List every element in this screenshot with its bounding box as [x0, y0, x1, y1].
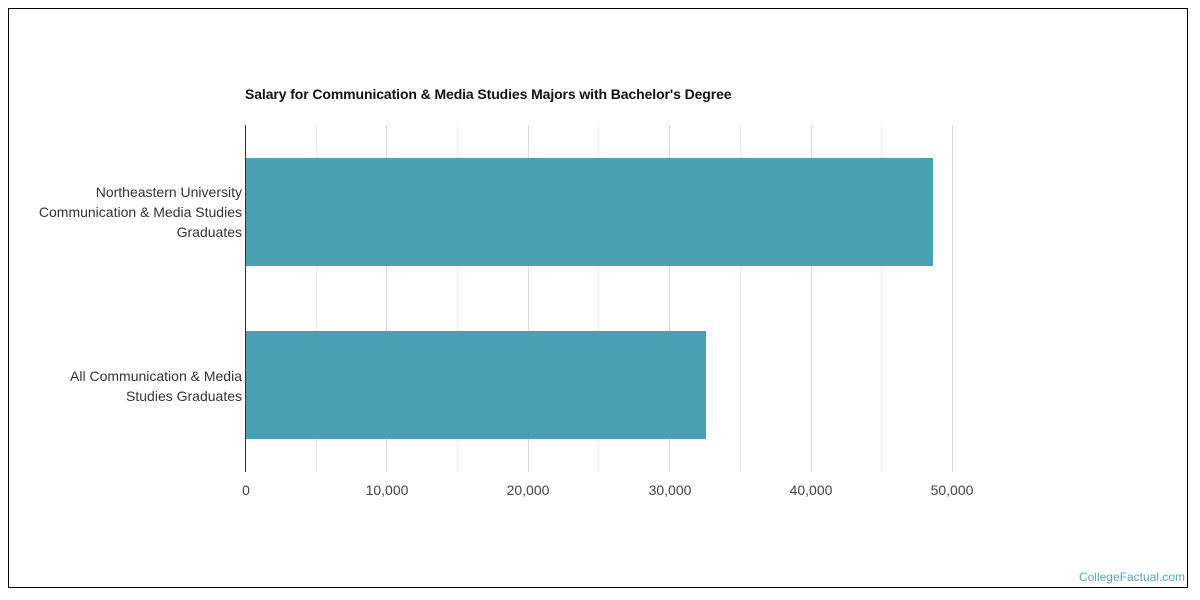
gridline [740, 125, 741, 472]
y-axis-line [245, 125, 246, 472]
gridline [881, 125, 882, 472]
plot-area [245, 125, 953, 472]
category-label-all-graduates: All Communication & Media Studies Gradua… [70, 366, 242, 406]
label-line: Northeastern University [95, 184, 242, 200]
x-tick-label: 10,000 [365, 482, 409, 498]
label-line: All Communication & Media [70, 368, 242, 384]
chart-title: Salary for Communication & Media Studies… [245, 86, 732, 102]
x-tick-label: 50,000 [930, 482, 974, 498]
gridline [386, 125, 387, 472]
x-tick-label: 20,000 [506, 482, 550, 498]
gridline [457, 125, 458, 472]
gridline [669, 125, 670, 472]
chart-frame [8, 8, 1188, 588]
watermark-link[interactable]: CollegeFactual.com [1078, 570, 1185, 584]
label-line: Graduates [176, 224, 242, 240]
x-tick-label: 30,000 [648, 482, 692, 498]
gridline [598, 125, 599, 472]
gridline [528, 125, 529, 472]
label-line: Studies Graduates [126, 388, 242, 404]
bar-all-graduates[interactable] [246, 331, 706, 439]
x-tick-label: 0 [242, 482, 250, 498]
gridline [811, 125, 812, 472]
category-label-northeastern: Northeastern University Communication & … [39, 182, 242, 242]
gridline [952, 125, 953, 472]
gridline [316, 125, 317, 472]
bar-northeastern[interactable] [246, 158, 933, 266]
label-line: Communication & Media Studies [38, 204, 242, 220]
x-tick-label: 40,000 [789, 482, 833, 498]
